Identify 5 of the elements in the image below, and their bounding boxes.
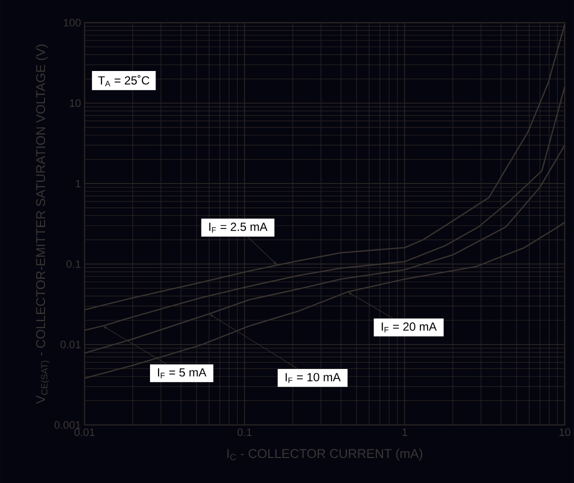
text: I$_{F}$ = 2.5 mA — [209, 222, 268, 233]
text: I$_{F}$ = 5 mA — [158, 368, 206, 378]
annotation: T$_{A}$ = 25˚C — [98, 74, 150, 86]
text: I$_{F}$ = 10 mA — [286, 372, 341, 383]
legend-label: I$_{F}$ = 20 mA — [382, 322, 437, 332]
